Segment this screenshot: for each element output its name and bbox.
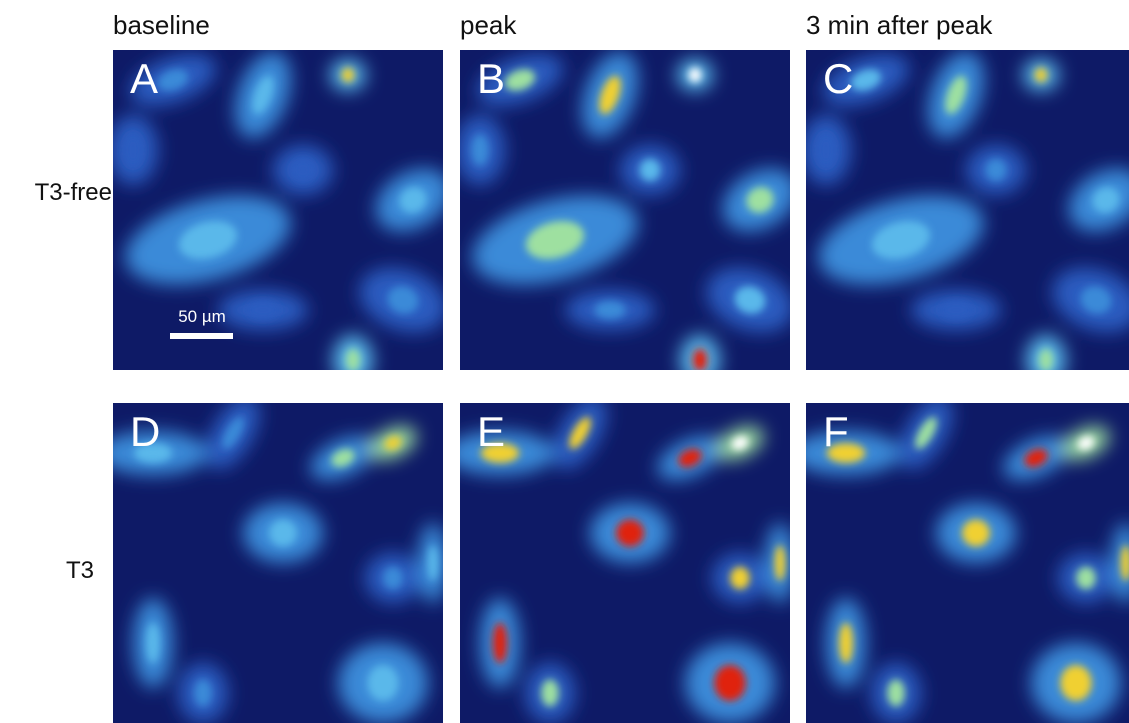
cell-core xyxy=(692,71,698,79)
cell-core xyxy=(1035,68,1048,82)
scale-bar-label: 50 µm xyxy=(178,307,226,326)
panel-letter: E xyxy=(477,408,505,455)
micrograph: E xyxy=(445,388,795,723)
cell-core xyxy=(1082,440,1091,447)
cell-core xyxy=(541,680,559,707)
cell-core xyxy=(962,520,990,547)
cell-core xyxy=(124,134,142,166)
row-label: T3-free xyxy=(35,179,112,206)
panel-letter: D xyxy=(130,408,160,455)
cell-core xyxy=(146,623,160,664)
cell-core xyxy=(1060,665,1092,701)
cell-core xyxy=(247,301,279,319)
micrograph: A xyxy=(108,44,462,385)
scale-bar xyxy=(170,333,233,339)
micrograph: D xyxy=(98,388,448,723)
panel-letter: B xyxy=(477,55,505,102)
cell-core xyxy=(986,159,1007,182)
cell-core xyxy=(940,301,972,319)
column-header: baseline xyxy=(113,10,210,40)
micrograph: F xyxy=(791,388,1129,723)
micrograph: B xyxy=(455,44,809,385)
cell-core xyxy=(736,440,745,447)
micrograph: C xyxy=(801,44,1129,385)
cell-core xyxy=(293,159,314,182)
cell-core xyxy=(714,665,746,701)
cell-core xyxy=(342,68,355,82)
cell-core xyxy=(367,665,399,701)
cell-core xyxy=(887,680,905,707)
cell-core xyxy=(346,349,360,372)
cell-core xyxy=(616,520,644,547)
figure: A B C D E F baseline peak 3 min after peak T3… xyxy=(0,0,1129,723)
cell-core xyxy=(1039,349,1053,372)
panels: A B C D E F xyxy=(98,44,1129,723)
cell-core xyxy=(493,623,507,664)
cell-core xyxy=(817,134,835,166)
panel-letter: F xyxy=(823,408,849,455)
cell-core xyxy=(594,301,626,319)
panel-letter: A xyxy=(130,55,158,102)
panel-letter: C xyxy=(823,55,853,102)
cell-core xyxy=(383,567,403,590)
cell-core xyxy=(428,545,439,581)
cell-core xyxy=(730,567,750,590)
column-header: 3 min after peak xyxy=(806,10,993,40)
column-header: peak xyxy=(460,10,517,40)
cell-core xyxy=(640,159,661,182)
cell-core xyxy=(194,680,212,707)
cell-core xyxy=(839,623,853,664)
row-label: T3 xyxy=(66,557,94,584)
cell-core xyxy=(471,134,489,166)
cell-core xyxy=(1076,567,1096,590)
cell-core xyxy=(775,545,786,581)
cell-core xyxy=(269,520,297,547)
cell-core xyxy=(693,349,707,372)
